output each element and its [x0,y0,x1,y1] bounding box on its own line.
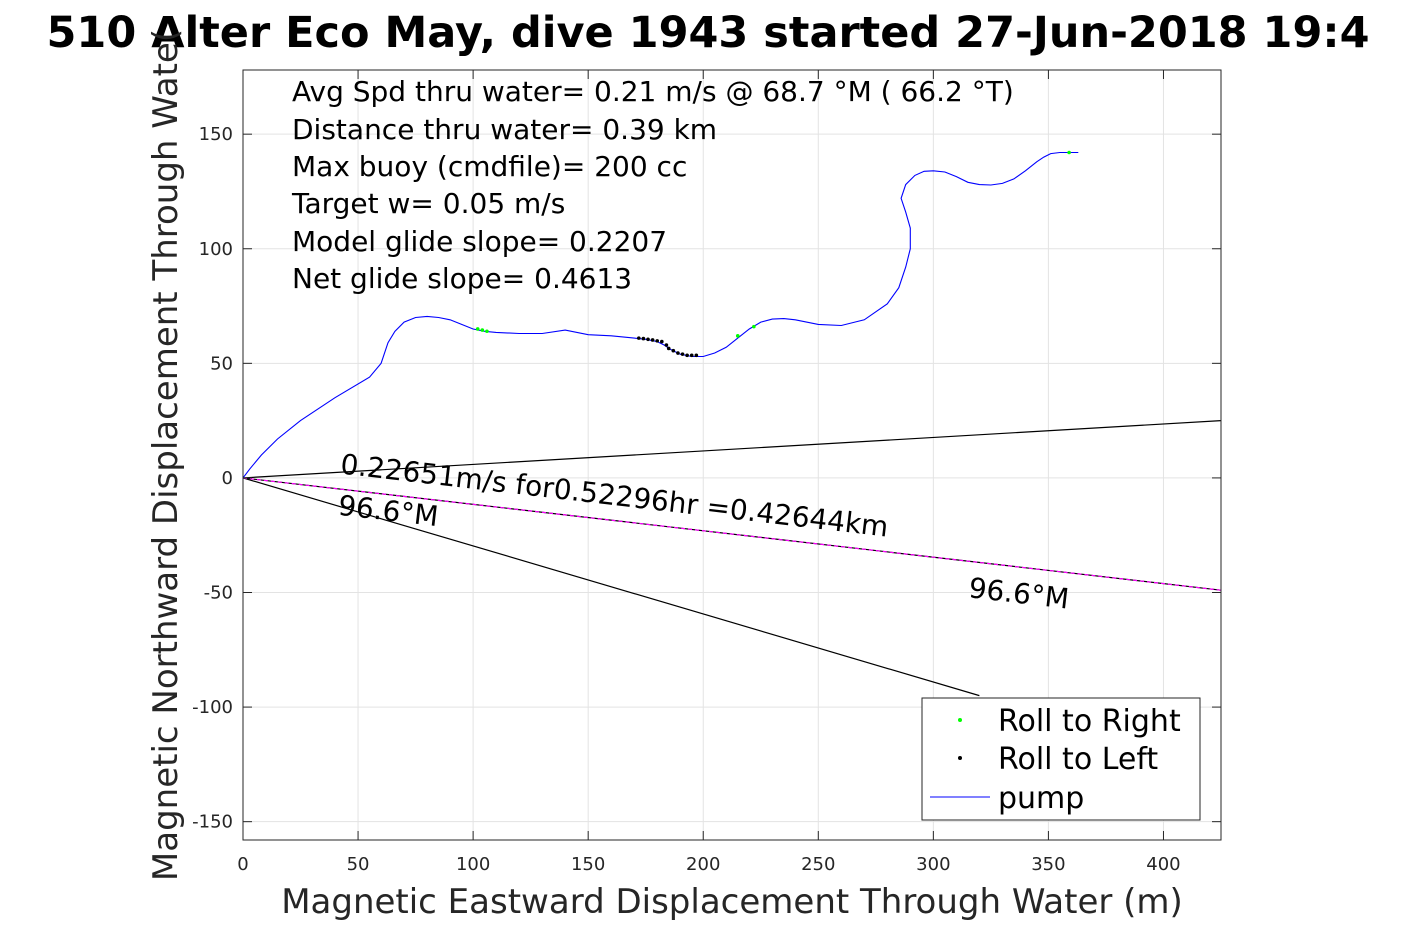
x-tick-label: 350 [1031,854,1065,875]
plot-frame [242,69,1222,841]
roll-right-point [475,327,480,331]
x-axis-label: Magnetic Eastward Displacement Through W… [281,882,1183,922]
series-pump-line [242,151,1079,479]
legend: Roll to Right Roll to Left pump [921,697,1201,821]
reference-line [242,420,1222,479]
roll-left-point [637,336,641,340]
roll-left-point [646,337,650,342]
x-tick-label: 300 [916,854,950,875]
x-tick-label: 250 [801,854,835,875]
roll-left-point [689,353,694,358]
roll-right-point [485,329,489,334]
x-tick-label: 0 [237,854,248,875]
note-distance: Distance thru water= 0.39 km [292,113,717,146]
y-tick-label: -100 [192,697,233,718]
reference-line-dashed [242,477,1222,591]
x-tick-label: 400 [1146,854,1180,875]
roll-left-point [650,338,655,342]
roll-left-point [655,339,660,343]
reference-line [242,477,980,697]
legend-label-pump: pump [998,781,1084,816]
roll-points [475,150,1071,358]
y-axis-label: Magnetic Northward Displacement Through … [146,29,186,881]
legend-marker-roll-left [958,756,962,760]
note-avg-speed: Avg Spd thru water= 0.21 m/s @ 68.7 °M (… [292,75,1014,108]
roll-left-point [694,353,699,358]
note-max-buoy: Max buoy (cmdfile)= 200 cc [292,150,687,183]
chart-title: 510 Alter Eco May, dive 1943 started 27-… [46,8,1369,58]
y-tick-label: 50 [210,353,233,374]
roll-left-point [641,336,646,341]
roll-left-point [676,351,680,355]
roll-left-point [660,339,664,344]
x-tick-label: 200 [686,854,720,875]
roll-left-point [664,343,669,347]
legend-box [921,697,1201,821]
roll-right-point [735,334,740,338]
summary-notes: Avg Spd thru water= 0.21 m/s @ 68.7 °M (… [291,75,1014,295]
roll-left-point [685,353,689,358]
roll-left-point [680,352,685,356]
reference-lines [242,420,1222,697]
roll-left-point [671,348,676,353]
y-tick-label: 0 [222,468,233,489]
roll-right-point [1067,150,1071,155]
note-target-w: Target w= 0.05 m/s [291,187,565,220]
y-tick-label: -150 [192,812,233,833]
note-model-glide: Model glide slope= 0.2207 [292,225,667,258]
axis-ticks: 0 50 100 150 200 250 300 350 400 -150 -100 -50 0 50 10… [192,70,1221,875]
legend-label-roll-right: Roll to Right [998,704,1181,739]
y-tick-label: -50 [204,583,233,604]
roll-left-point [666,346,671,351]
legend-marker-roll-right [958,718,962,722]
note-net-glide: Net glide slope= 0.4613 [292,262,632,295]
x-tick-label: 50 [347,854,370,875]
x-tick-label: 100 [456,854,490,875]
data-series [242,151,1079,479]
legend-label-roll-left: Roll to Left [998,742,1158,777]
x-tick-label: 150 [571,854,605,875]
y-tick-label: 150 [199,124,233,145]
roll-right-point [480,328,485,332]
y-tick-label: 100 [199,239,233,260]
roll-right-point [752,324,756,329]
